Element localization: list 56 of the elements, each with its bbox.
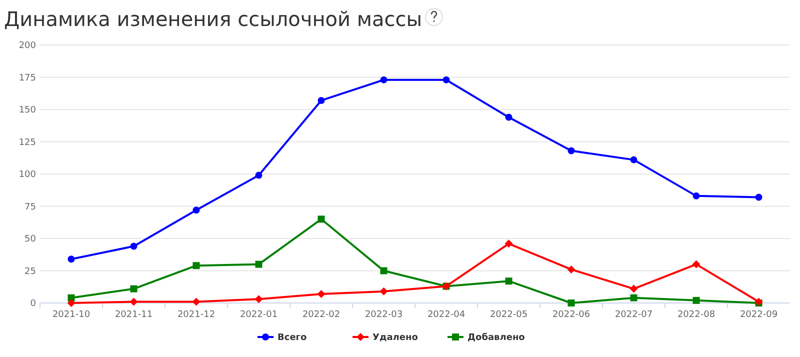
point xyxy=(630,156,638,164)
point xyxy=(255,260,262,268)
chart-title: Динамика изменения ссылочной массы xyxy=(4,7,422,31)
legend-label: Всего xyxy=(278,333,307,344)
x-tick-label: 2021-11 xyxy=(114,310,153,320)
y-tick-label: 75 xyxy=(24,202,36,212)
point xyxy=(192,206,200,214)
point xyxy=(318,216,325,223)
x-tick-label: 2022-09 xyxy=(740,310,778,320)
x-tick-label: 2022-02 xyxy=(302,310,340,320)
x-tick-label: 2022-03 xyxy=(364,310,403,320)
x-tick-label: 2022-05 xyxy=(490,310,528,320)
y-tick-label: 25 xyxy=(24,266,36,277)
y-tick-label: 0 xyxy=(30,299,36,310)
point xyxy=(254,295,263,304)
point xyxy=(380,267,388,274)
point xyxy=(68,256,75,263)
x-tick-label: 2022-04 xyxy=(427,310,466,320)
x-tick-label: 2021-12 xyxy=(177,310,216,320)
point xyxy=(192,298,200,306)
x-tick-label: 2022-06 xyxy=(552,310,590,320)
point xyxy=(755,194,762,201)
point xyxy=(317,290,326,298)
point xyxy=(630,284,638,293)
point xyxy=(692,192,700,200)
point xyxy=(318,96,325,104)
x-tick-label: 2022-07 xyxy=(614,310,653,320)
point xyxy=(630,294,638,302)
point xyxy=(568,300,575,306)
x-tick-label: 2022-01 xyxy=(240,310,278,320)
y-tick-label: 200 xyxy=(18,41,36,52)
point xyxy=(380,76,388,84)
point xyxy=(692,296,700,304)
point xyxy=(130,242,138,250)
point xyxy=(504,240,513,248)
point xyxy=(255,172,262,179)
legend-label: Удалено xyxy=(372,333,418,344)
y-tick-label: 175 xyxy=(18,73,36,84)
point xyxy=(130,285,138,292)
point xyxy=(505,114,512,121)
point xyxy=(692,260,700,268)
point xyxy=(505,278,512,285)
point xyxy=(442,76,450,84)
point xyxy=(380,287,388,296)
point xyxy=(130,298,138,306)
legend-label: Добавлено xyxy=(468,332,525,344)
point xyxy=(568,147,575,154)
y-tick-label: 50 xyxy=(24,234,36,245)
y-tick-label: 150 xyxy=(18,106,36,116)
y-tick-label: 125 xyxy=(18,138,36,148)
y-tick-label: 100 xyxy=(18,170,36,180)
point xyxy=(567,265,576,274)
point xyxy=(67,299,76,307)
x-tick-label: 2022-08 xyxy=(677,310,716,320)
x-tick-label: 2021-10 xyxy=(52,310,90,320)
point xyxy=(192,262,200,270)
